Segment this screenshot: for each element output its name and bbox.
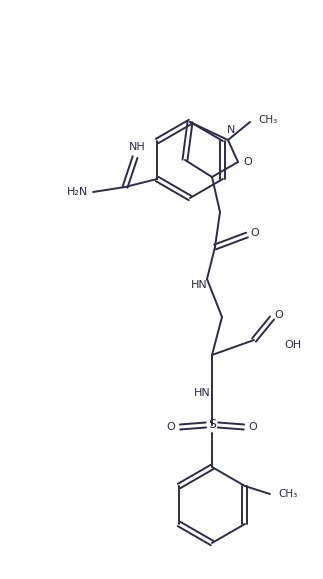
Text: OH: OH xyxy=(284,340,301,350)
Text: H₂N: H₂N xyxy=(67,187,88,197)
Text: NH: NH xyxy=(129,142,145,152)
Text: HN: HN xyxy=(191,280,207,290)
Text: N: N xyxy=(227,125,235,135)
Text: O: O xyxy=(249,422,257,432)
Text: O: O xyxy=(275,310,283,320)
Text: S: S xyxy=(208,419,216,431)
Text: O: O xyxy=(244,157,252,167)
Text: CH₃: CH₃ xyxy=(278,489,297,499)
Text: CH₃: CH₃ xyxy=(258,115,277,125)
Text: HN: HN xyxy=(193,388,210,398)
Text: O: O xyxy=(167,422,175,432)
Text: O: O xyxy=(251,228,259,238)
